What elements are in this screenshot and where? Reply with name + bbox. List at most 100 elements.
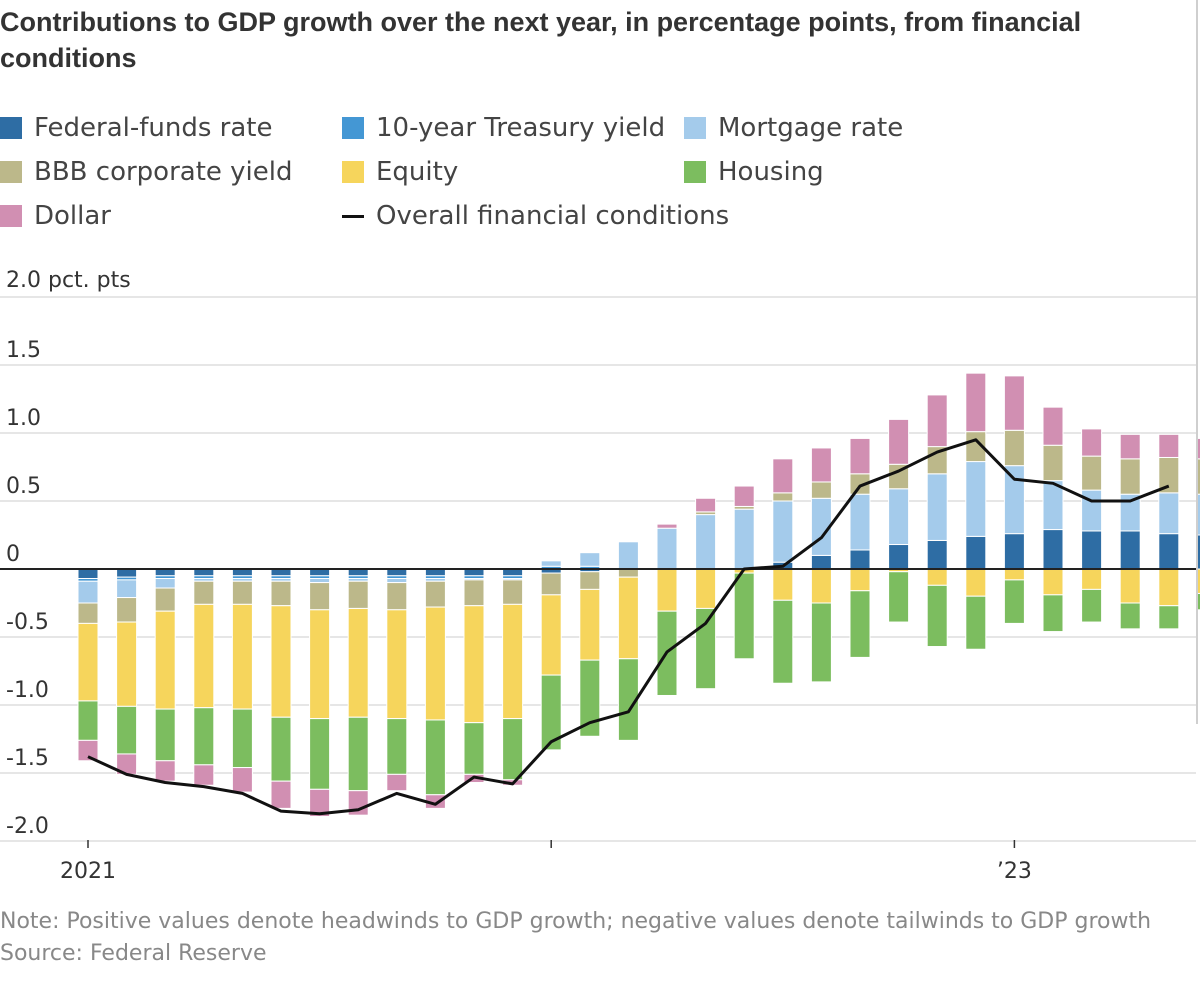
y-tick-label: -1.0 xyxy=(6,678,49,703)
bar-segment-dollar xyxy=(849,437,871,475)
bar-segment-federal-funds-rate xyxy=(965,535,987,570)
legend-label: 10-year Treasury yield xyxy=(376,113,666,143)
bar-segment-mortgage-rate xyxy=(772,500,794,563)
legend-label: Federal-funds rate xyxy=(34,113,273,143)
bar-segment-housing xyxy=(888,571,910,623)
bar-segment-equity xyxy=(463,605,485,724)
chart-legend: Federal-funds rate 10-year Treasury yiel… xyxy=(0,110,1100,240)
bar-segment-mortgage-rate xyxy=(77,580,99,604)
bar-segment-dollar xyxy=(926,394,948,448)
bar-segment-bbb-corporate-yield xyxy=(77,602,99,624)
chart-source: Source: Federal Reserve xyxy=(0,941,267,966)
bar-segment-federal-funds-rate xyxy=(1119,530,1141,570)
bar-segment-equity xyxy=(116,621,138,707)
bar-segment-mortgage-rate xyxy=(695,514,717,570)
bar-segment-bbb-corporate-yield xyxy=(270,580,292,607)
legend-line-swatch xyxy=(342,214,364,218)
bar-segment-equity xyxy=(810,568,832,604)
bar-segment-housing xyxy=(617,658,639,741)
bar-segment-federal-funds-rate xyxy=(849,549,871,570)
bar-segment-mortgage-rate xyxy=(617,541,639,570)
bar-segment-housing xyxy=(347,716,369,792)
bar-segment-bbb-corporate-yield xyxy=(579,571,601,590)
bar-segment-equity xyxy=(1119,568,1141,604)
right-border-rule xyxy=(1196,0,1198,724)
legend-swatch xyxy=(684,161,706,183)
bar-segment-bbb-corporate-yield xyxy=(1119,458,1141,495)
bar-segment-dollar xyxy=(193,764,215,786)
bar-segment-bbb-corporate-yield xyxy=(617,568,639,578)
bar-segment-equity xyxy=(617,576,639,660)
bar-segment-bbb-corporate-yield xyxy=(772,492,794,502)
legend-item-mortgage-rate: Mortgage rate xyxy=(684,110,903,146)
bar-segment-housing xyxy=(926,584,948,648)
bar-segment-housing xyxy=(733,572,755,660)
bar-segment-dollar xyxy=(154,760,176,782)
bar-segment-dollar xyxy=(888,418,910,465)
legend-swatch xyxy=(0,161,22,183)
bar-segment-dollar xyxy=(695,497,717,513)
bar-segment-federal-funds-rate xyxy=(810,554,832,570)
bar-segment-mortgage-rate xyxy=(1158,492,1180,535)
bar-segment-federal-funds-rate xyxy=(926,539,948,570)
bar-segment-housing xyxy=(1158,605,1180,630)
y-tick-label: -1.5 xyxy=(6,746,49,771)
bar-segment-federal-funds-rate xyxy=(502,568,524,577)
bar-segment-housing xyxy=(424,719,446,796)
y-axis-top-label: 2.0 pct. pts xyxy=(6,268,131,293)
bar-segment-federal-funds-rate xyxy=(1003,533,1025,570)
bar-segment-bbb-corporate-yield xyxy=(424,580,446,608)
bar-segment-mortgage-rate xyxy=(733,508,755,570)
bar-segment-equity xyxy=(540,594,562,676)
bar-segment-federal-funds-rate xyxy=(154,568,176,577)
legend-label: Mortgage rate xyxy=(718,113,904,143)
y-tick-label: 0 xyxy=(6,542,20,567)
bar-segment-bbb-corporate-yield xyxy=(386,582,408,611)
legend-swatch xyxy=(0,205,22,227)
bar-segment-housing xyxy=(772,599,794,684)
bar-segment-housing xyxy=(386,718,408,775)
bar-segment-bbb-corporate-yield xyxy=(1081,455,1103,491)
bar-segment-federal-funds-rate xyxy=(231,568,253,577)
bar-segment-equity xyxy=(849,568,871,592)
chart-footer: Note: Positive values denote headwinds t… xyxy=(0,906,1151,970)
bar-segment-housing xyxy=(270,716,292,782)
bar-segment-federal-funds-rate xyxy=(1042,529,1064,570)
legend-label: Housing xyxy=(718,157,824,187)
bar-segment-mortgage-rate xyxy=(965,461,987,537)
bar-segment-housing xyxy=(1042,594,1064,633)
bar-segment-equity xyxy=(695,568,717,609)
bar-segment-federal-funds-rate xyxy=(1081,530,1103,570)
bar-segment-housing xyxy=(309,718,331,790)
bar-segment-bbb-corporate-yield xyxy=(540,572,562,596)
legend-swatch xyxy=(342,161,364,183)
x-tick-label: 2021 xyxy=(60,859,116,884)
bar-segment-housing xyxy=(849,590,871,658)
bar-segment-equity xyxy=(1003,568,1025,581)
bar-segment-bbb-corporate-yield xyxy=(116,597,138,623)
bar-segment-housing xyxy=(193,707,215,766)
y-tick-label: 0.5 xyxy=(6,474,41,499)
bar-segment-bbb-corporate-yield xyxy=(347,580,369,609)
bar-segment-dollar xyxy=(77,739,99,762)
bar-segment-housing xyxy=(695,607,717,690)
bar-segment-housing xyxy=(579,659,601,737)
bar-segment-equity xyxy=(386,609,408,720)
bar-segment-housing xyxy=(502,718,524,781)
bar-segment-mortgage-rate xyxy=(888,488,910,546)
bar-segment-federal-funds-rate xyxy=(424,568,446,577)
bar-segment-bbb-corporate-yield xyxy=(502,579,524,605)
legend-item-federal-funds-rate: Federal-funds rate xyxy=(0,110,273,146)
x-tick-label: ’23 xyxy=(997,859,1032,884)
bar-segment-bbb-corporate-yield xyxy=(193,580,215,605)
bar-segment-equity xyxy=(270,605,292,718)
bar-segment-equity xyxy=(1081,568,1103,590)
bar-segment-dollar xyxy=(309,788,331,818)
bar-segment-dollar xyxy=(656,523,678,529)
bar-segment-equity xyxy=(656,568,678,612)
bar-segment-equity xyxy=(231,603,253,710)
bar-segment-federal-funds-rate xyxy=(116,568,138,578)
bar-segment-dollar xyxy=(1119,433,1141,460)
bar-segment-federal-funds-rate xyxy=(463,568,485,577)
legend-label: Equity xyxy=(376,157,459,187)
